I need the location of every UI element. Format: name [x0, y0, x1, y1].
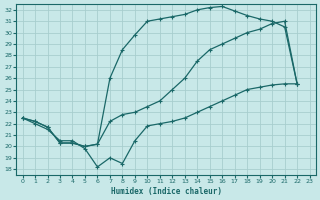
X-axis label: Humidex (Indice chaleur): Humidex (Indice chaleur) — [111, 187, 221, 196]
